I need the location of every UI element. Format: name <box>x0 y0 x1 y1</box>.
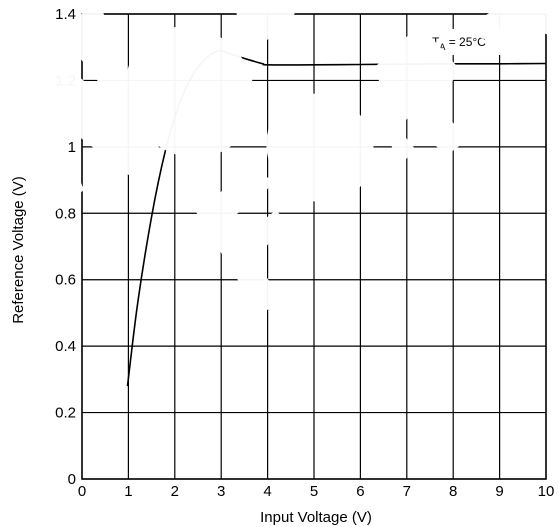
x-axis-ticks: 0 1 2 3 4 5 6 7 8 9 10 <box>78 483 555 500</box>
y-tick-label: 0.2 <box>55 405 76 422</box>
y-tick-label: 0.4 <box>55 338 76 355</box>
x-tick-label: 8 <box>449 483 457 500</box>
x-tick-label: 9 <box>495 483 503 500</box>
y-tick-label: 0.6 <box>55 272 76 289</box>
x-tick-label: 1 <box>124 483 132 500</box>
x-tick-label: 6 <box>356 483 364 500</box>
y-tick-label: 0.8 <box>55 205 76 222</box>
temperature-annotation: TA = 25°C <box>432 35 486 52</box>
x-tick-label: 5 <box>310 483 318 500</box>
x-tick-label: 0 <box>78 483 86 500</box>
watermark <box>18 0 559 316</box>
x-tick-label: 4 <box>263 483 271 500</box>
x-tick-label: 2 <box>171 483 179 500</box>
y-tick-label: 1 <box>68 139 76 156</box>
x-tick-label: 7 <box>403 483 411 500</box>
y-tick-label: 0 <box>68 471 76 488</box>
y-tick-label: 1.4 <box>55 6 76 23</box>
x-tick-label: 10 <box>538 483 555 500</box>
y-axis-label: Reference Voltage (V) <box>10 176 27 324</box>
x-tick-label: 3 <box>217 483 225 500</box>
x-axis-label: Input Voltage (V) <box>260 509 372 526</box>
plot-frame <box>81 13 547 480</box>
